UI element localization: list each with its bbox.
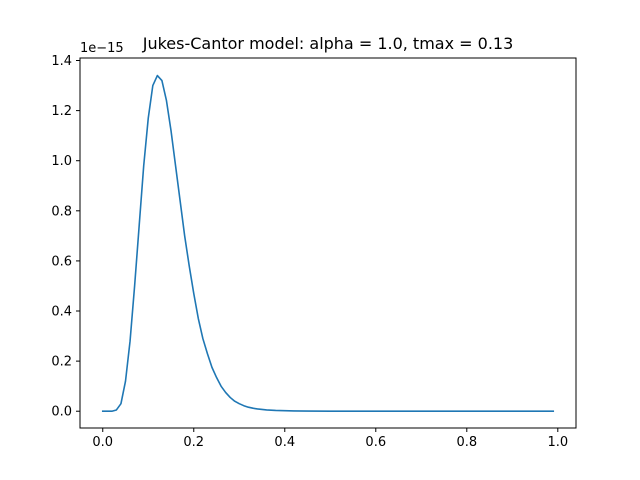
y-tick-label: 0.2 — [51, 355, 72, 370]
y-axis: 0.0 0.2 0.4 0.6 0.8 1.0 1.2 1.4 — [51, 54, 80, 420]
plot-area — [80, 58, 576, 428]
x-tick-label: 0.0 — [92, 435, 113, 450]
y-tick-label: 1.4 — [51, 54, 72, 69]
x-tick-label: 0.2 — [183, 435, 204, 450]
chart-title: Jukes-Cantor model: alpha = 1.0, tmax = … — [142, 34, 514, 53]
y-tick-label: 0.4 — [51, 305, 72, 320]
x-tick-label: 0.6 — [365, 435, 386, 450]
x-tick-label: 0.8 — [456, 435, 477, 450]
axes-frame — [79, 57, 577, 429]
y-tick-label: 1.2 — [51, 104, 72, 119]
y-tick-label: 0.8 — [51, 204, 72, 219]
x-tick-label: 1.0 — [547, 435, 568, 450]
x-tick-label: 0.4 — [274, 435, 295, 450]
y-tick-label: 1.0 — [51, 154, 72, 169]
series-layer — [101, 74, 555, 413]
y-offset-label: 1e−15 — [80, 41, 124, 56]
y-tick-label: 0.0 — [51, 405, 72, 420]
x-axis: 0.0 0.2 0.4 0.6 0.8 1.0 — [92, 428, 568, 450]
series-line-0 — [101, 74, 555, 413]
y-tick-label: 0.6 — [51, 254, 72, 269]
